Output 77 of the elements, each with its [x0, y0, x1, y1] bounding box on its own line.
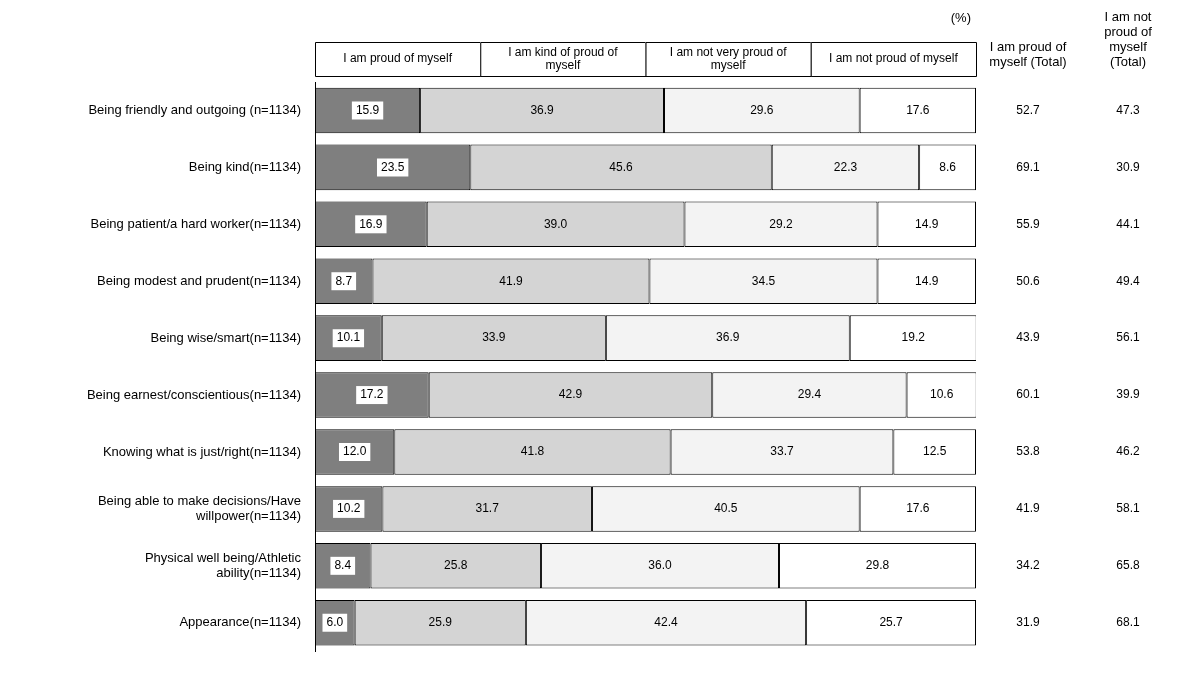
data-label: 12.0 [342, 444, 367, 459]
data-label: 42.4 [654, 615, 678, 630]
data-label: 14.9 [915, 216, 939, 231]
text: 56.1 [1116, 330, 1140, 345]
data-label: 42.9 [558, 387, 583, 402]
text: 69.1 [1016, 159, 1040, 174]
text: 43.9 [1016, 330, 1040, 345]
series-label: I am proud of myself [343, 51, 453, 66]
text: 68.1 [1116, 615, 1140, 630]
text: 47.3 [1116, 102, 1140, 117]
series-label: I am not proud of myself [829, 51, 959, 66]
data-label: 29.4 [797, 387, 822, 402]
text: 34.2 [1016, 558, 1040, 573]
data-label: 40.5 [714, 501, 738, 516]
text: 49.4 [1116, 273, 1140, 288]
data-label: 45.6 [609, 159, 634, 174]
data-label: 8.4 [334, 558, 352, 573]
data-label: 29.2 [769, 216, 794, 231]
data-label: 33.9 [482, 330, 506, 345]
data-label: 14.9 [915, 273, 939, 288]
data-label: 22.3 [833, 159, 858, 174]
y-tick-label: Being modest and prudent(n=1134) [97, 272, 301, 288]
y-tick-label: Appearance(n=1134) [179, 614, 301, 630]
y-tick-label: Being kind(n=1134) [188, 158, 301, 174]
text: I am not proud of myself (Total) [1104, 8, 1153, 69]
y-tick-label: Being wise/smart(n=1134) [150, 329, 301, 345]
text: 50.6 [1016, 273, 1040, 288]
data-label: 29.8 [865, 558, 890, 573]
text: (%) [950, 9, 971, 25]
y-tick-label: Being earnest/conscientious(n=1134) [86, 386, 301, 402]
data-label: 29.6 [750, 102, 774, 117]
data-label: 36.9 [716, 330, 740, 345]
y-tick-label: Being patient/a hard worker(n=1134) [90, 215, 301, 231]
text: 39.9 [1116, 387, 1140, 402]
data-label: 36.0 [648, 558, 673, 573]
data-label: 19.2 [901, 330, 926, 345]
data-label: 39.0 [543, 216, 568, 231]
data-label: 25.9 [428, 615, 453, 630]
text: 41.9 [1016, 501, 1040, 516]
text: 58.1 [1116, 501, 1140, 516]
text: 52.7 [1016, 102, 1040, 117]
data-label: 17.6 [906, 501, 930, 516]
text: I am proud of myself (Total) [989, 38, 1067, 69]
data-label: 10.6 [929, 387, 954, 402]
text: 30.9 [1116, 159, 1140, 174]
y-tick-label: Knowing what is just/right(n=1134) [102, 443, 301, 459]
data-label: 10.1 [336, 330, 361, 345]
data-label: 34.5 [751, 273, 776, 288]
data-label: 12.5 [923, 444, 947, 459]
data-label: 10.2 [337, 501, 361, 516]
data-label: 17.2 [360, 387, 384, 402]
data-label: 41.8 [520, 444, 545, 459]
text: 60.1 [1016, 387, 1040, 402]
data-label: 25.8 [444, 558, 468, 573]
data-label: 6.0 [326, 615, 344, 630]
text: 55.9 [1016, 216, 1040, 231]
y-tick-label: Being able to make decisions/Have willpower(n=1134) [97, 492, 301, 524]
y-tick-label: Being friendly and outgoing (n=1134) [88, 102, 301, 118]
data-label: 8.7 [335, 273, 353, 288]
series-label: I am not very proud of myself [669, 44, 788, 72]
text: 44.1 [1116, 216, 1140, 231]
text: 53.8 [1016, 444, 1040, 459]
data-label: 16.9 [359, 216, 383, 231]
data-label: 36.9 [530, 102, 555, 117]
data-label: 15.9 [355, 102, 380, 117]
data-label: 23.5 [380, 159, 405, 174]
text: 46.2 [1116, 444, 1140, 459]
text: 65.8 [1116, 558, 1140, 573]
data-label: 17.6 [906, 102, 930, 117]
data-label: 41.9 [499, 273, 523, 288]
series-label: I am kind of proud of myself [508, 44, 619, 72]
data-label: 25.7 [879, 615, 904, 630]
y-tick-label: Physical well being/Athletic ability(n=1134) [144, 549, 302, 581]
data-label: 31.7 [475, 501, 500, 516]
data-label: 33.7 [770, 444, 794, 459]
text: 31.9 [1016, 615, 1040, 630]
data-label: 8.6 [939, 159, 957, 174]
